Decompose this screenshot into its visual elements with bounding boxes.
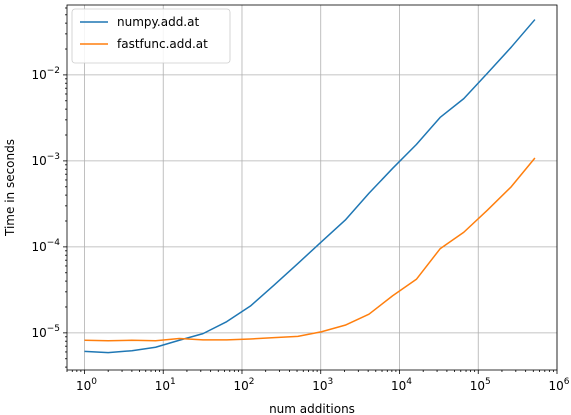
x-tick-label: 105 (470, 377, 491, 393)
y-tick-label: 10−3 (31, 152, 60, 168)
legend-entry-label: numpy.add.at (117, 15, 199, 29)
axis-ticks: 100 101 102 103 104 105 106 10−5 10−4 10−3 10−2 (31, 7, 570, 393)
x-tick-label: 106 (548, 377, 569, 393)
series-lines (84, 19, 536, 354)
series-line-2 (84, 157, 536, 342)
x-tick-label: 100 (76, 377, 97, 393)
legend-box (71, 8, 231, 64)
legend: numpy.add.at fastfunc.add.at (71, 8, 231, 64)
plot-frame (66, 4, 558, 371)
x-tick-label: 104 (391, 377, 412, 393)
x-tick-label: 103 (312, 377, 333, 393)
series-line-1 (84, 19, 536, 354)
y-tick-label: 10−4 (31, 238, 60, 254)
x-tick-label: 101 (155, 377, 176, 393)
x-tick-label: 102 (233, 377, 254, 393)
y-tick-label: 10−5 (31, 324, 60, 340)
legend-entry-label: fastfunc.add.at (117, 37, 208, 51)
y-tick-label: 10−2 (31, 66, 60, 82)
x-axis-label: num additions (269, 402, 355, 415)
y-axis-label: Time in seconds (3, 139, 17, 237)
